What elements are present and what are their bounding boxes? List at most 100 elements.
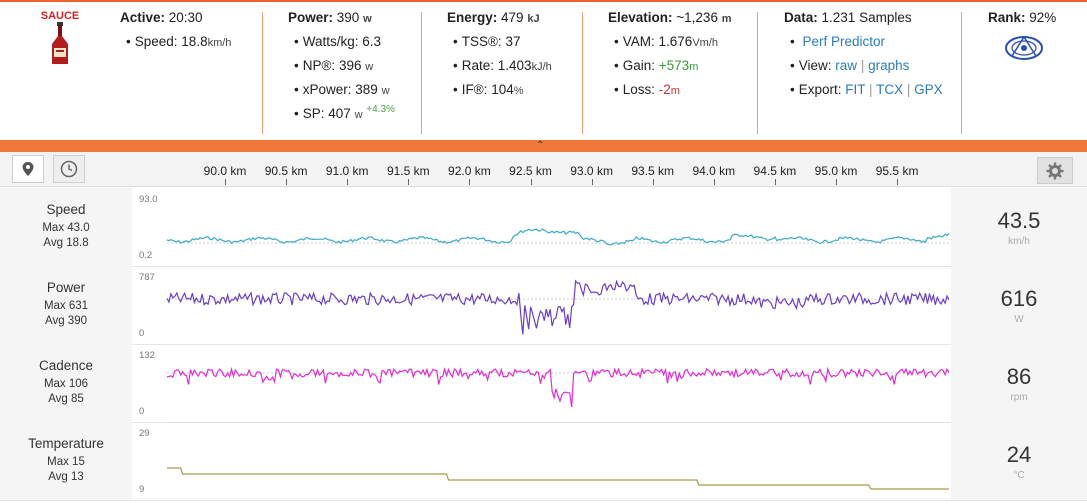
stream-row-cadence: Cadence Max 106 Avg 85 132 0 86 rpm [0, 344, 1087, 423]
current-value: 616 [1000, 286, 1038, 311]
current-value-unit: km/h [1008, 236, 1030, 247]
stream-avg: Avg 390 [45, 315, 87, 327]
axis-top-label: 93.0 [139, 194, 158, 205]
axis-bottom-label: 0 [139, 406, 145, 417]
distance-tick-mark [713, 179, 715, 185]
perf-predictor-link[interactable]: Perf Predictor [802, 34, 886, 49]
collapse-chevron-icon[interactable]: ⌃ [536, 140, 545, 151]
rate-value: 1.403 [497, 58, 532, 73]
active-label: Active: [120, 10, 166, 25]
vam-unit: Vm/h [692, 37, 718, 49]
rank-column: Rank: 92% [988, 10, 1056, 68]
stream-plot[interactable] [137, 422, 949, 500]
np-value: 396 [338, 58, 362, 73]
rank-label: Rank: [988, 10, 1026, 25]
view-separator: | [860, 58, 865, 73]
stream-max: Max 15 [47, 456, 85, 468]
chart-toolbar [0, 152, 1087, 187]
axis-bottom-label: 9 [139, 484, 145, 495]
distance-tick-label: 95.5 km [875, 164, 919, 178]
view-label: View: [798, 58, 832, 73]
stream-line [166, 279, 949, 335]
distance-tick-mark [469, 179, 471, 185]
stream-label-box: Cadence Max 106 Avg 85 [0, 344, 132, 422]
current-value: 86 [1006, 364, 1032, 389]
column-divider [961, 12, 962, 134]
sauce-bottle-icon [52, 22, 68, 64]
distance-tick-mark [347, 179, 349, 185]
sp-unit: w [354, 109, 363, 121]
energy-unit: kJ [527, 13, 540, 25]
logo-text: SAUCE [40, 10, 80, 22]
column-divider [421, 12, 422, 134]
np-unit: w [365, 61, 374, 73]
stream-avg: Avg 18.8 [43, 237, 89, 249]
elevation-value: ~1,236 [676, 10, 718, 25]
vam-label: VAM: [622, 34, 655, 49]
wkg-value: 6.3 [362, 34, 382, 49]
stream-max: Max 106 [43, 378, 89, 390]
vam-value: 1.676 [658, 34, 693, 49]
export-tcx-link[interactable]: TCX [876, 82, 904, 97]
stream-plot[interactable] [137, 266, 949, 344]
sp-delta: +4.3% [366, 104, 395, 115]
power-value: 390 [336, 10, 360, 25]
stream-plot[interactable] [137, 344, 949, 422]
stream-label-box: Temperature Max 15 Avg 13 [0, 422, 132, 500]
stream-name: Speed [46, 202, 86, 217]
export-fit-link[interactable]: FIT [845, 82, 866, 97]
current-value-unit: rpm [1010, 392, 1028, 403]
gear-icon [1046, 162, 1064, 179]
distance-tick-label: 92.0 km [448, 164, 491, 178]
top-accent-border [0, 0, 1087, 2]
distance-tick-label: 93.5 km [631, 164, 675, 178]
stream-row-speed: Speed Max 43.0 Avg 18.8 93.0 0.2 43.5 km… [0, 188, 1087, 267]
stream-line [167, 467, 949, 490]
axis-top-label: 132 [139, 350, 155, 361]
stream-row-power: Power Max 631 Avg 390 787 0 616 W [0, 266, 1087, 345]
axis-bottom-label: 0 [139, 328, 145, 339]
sp-value: 407 [328, 106, 351, 121]
sp-label: SP: [302, 106, 325, 121]
stream-name: Temperature [28, 436, 104, 451]
distance-tick-mark [286, 179, 288, 185]
clock-icon [60, 160, 78, 178]
gain-value: +573 [658, 58, 690, 73]
view-raw-link[interactable]: raw [835, 58, 858, 73]
axis-top-label: 29 [139, 428, 150, 439]
export-separator: | [906, 82, 911, 97]
stream-label-box: Power Max 631 Avg 390 [0, 266, 132, 344]
time-axis-button[interactable] [53, 155, 85, 183]
speed-label: Speed: [134, 34, 178, 49]
sauce-logo: SAUCE [30, 10, 90, 80]
map-pin-button[interactable] [12, 155, 44, 183]
power-label: Power: [288, 10, 334, 25]
axis-bottom-label: 0.2 [139, 250, 153, 261]
distance-tick-mark [897, 179, 899, 185]
distance-tick-label: 92.5 km [509, 164, 552, 178]
settings-button[interactable] [1037, 157, 1073, 184]
if-label: IF®: [461, 82, 488, 97]
rate-unit: kJ/h [531, 61, 552, 73]
stream-max: Max 631 [43, 300, 89, 312]
stream-plot[interactable] [137, 188, 949, 266]
data-label: Data: [784, 10, 818, 25]
header-collapse-bar[interactable] [0, 140, 1087, 152]
export-gpx-link[interactable]: GPX [914, 82, 943, 97]
current-value-box: 86 rpm [951, 344, 1087, 422]
distance-tick-label: 90.0 km [203, 164, 247, 178]
if-value: 104 [491, 82, 514, 97]
view-graphs-link[interactable]: graphs [868, 58, 910, 73]
elevation-column: Elevation: ~1,236 m • VAM: 1.676Vm/h • Gai… [608, 10, 732, 97]
distance-tick-label: 94.5 km [753, 164, 797, 178]
xpower-label: xPower: [302, 82, 352, 97]
current-value-unit: W [1014, 314, 1024, 325]
stream-max: Max 43.0 [42, 222, 90, 234]
distance-tick-label: 95.0 km [814, 164, 858, 178]
column-divider [262, 12, 263, 134]
stream-name: Power [46, 280, 86, 295]
distance-tick-mark [836, 179, 837, 185]
power-unit: w [363, 13, 372, 25]
export-separator: | [869, 82, 873, 97]
stream-line [166, 228, 949, 246]
